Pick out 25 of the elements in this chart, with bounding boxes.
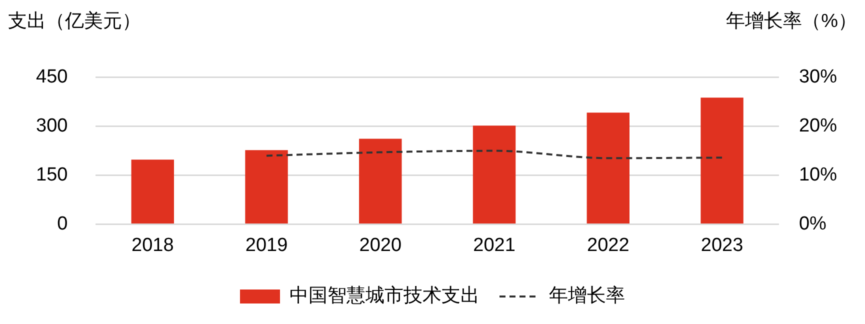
bar xyxy=(472,126,516,224)
y2-tick-label: 20% xyxy=(798,116,838,137)
x-tick-label: 2022 xyxy=(587,234,630,256)
bar xyxy=(586,112,630,224)
x-tick-label: 2020 xyxy=(359,234,402,256)
y2-axis-title: 年增长率（%） xyxy=(726,10,857,34)
y2-tick-label: 0% xyxy=(798,213,827,234)
line-series xyxy=(266,150,724,160)
y-tick-label: 0 xyxy=(57,213,68,234)
y-tick-label: 300 xyxy=(36,116,68,137)
x-tick-label: 2021 xyxy=(473,234,516,256)
x-tick-label: 2018 xyxy=(132,234,174,256)
bar xyxy=(245,150,288,224)
bar xyxy=(131,160,174,224)
legend-label: 中国智慧城市技术支出 xyxy=(290,284,480,307)
legend-label: 年增长率 xyxy=(549,284,625,307)
x-tick-label: 2019 xyxy=(245,234,288,256)
bar xyxy=(359,138,402,224)
y-axis-title: 支出（亿美元） xyxy=(8,10,141,34)
y-tick-label: 150 xyxy=(36,164,68,186)
y2-tick-label: 10% xyxy=(798,164,838,186)
y-tick-label: 450 xyxy=(36,66,68,88)
y2-tick-label: 30% xyxy=(798,66,838,88)
x-tick-label: 2023 xyxy=(700,234,744,256)
bar xyxy=(700,98,744,224)
